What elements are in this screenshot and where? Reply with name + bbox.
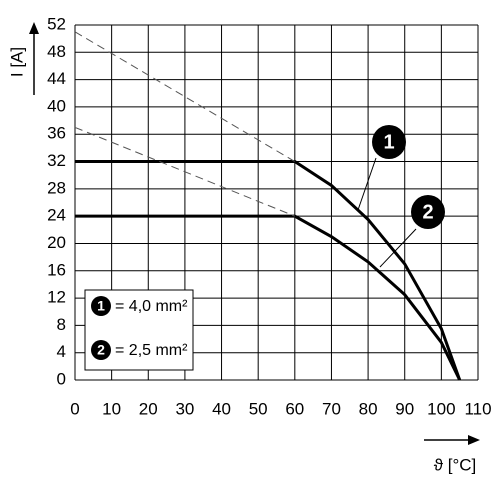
x-tick-label: 70 xyxy=(322,399,341,418)
legend: 1 = 4,0 mm² 2 = 2,5 mm² xyxy=(91,296,188,360)
legend-marker-label: 2 xyxy=(97,342,105,358)
y-arrowhead xyxy=(29,22,39,34)
y-tick-label: 52 xyxy=(47,14,66,33)
callout-circle xyxy=(411,195,445,229)
x-tick-label: 0 xyxy=(70,399,79,418)
y-tick-label: 0 xyxy=(57,369,66,388)
y-tick-label: 24 xyxy=(47,206,66,225)
y-tick-label: 28 xyxy=(47,178,66,197)
y-tick-label: 44 xyxy=(47,69,66,88)
callout-label: 1 xyxy=(383,131,394,153)
callout-leader xyxy=(357,157,377,211)
x-tick-label: 110 xyxy=(464,399,491,418)
x-tick-label: 80 xyxy=(359,399,378,418)
y-tick-label: 36 xyxy=(47,124,66,143)
x-tick-label: 50 xyxy=(249,399,268,418)
derating-curve xyxy=(75,160,462,381)
x-tick-label: 10 xyxy=(102,399,121,418)
x-axis-label: ϑ [°C] xyxy=(434,455,477,474)
legend-marker xyxy=(91,296,111,316)
y-tick-label: 20 xyxy=(47,233,66,252)
legend-label: = 4,0 mm² xyxy=(115,298,188,315)
x-arrowhead xyxy=(468,435,480,445)
callout-label: 2 xyxy=(422,201,433,223)
x-tick-label: 30 xyxy=(175,399,194,418)
x-tick-label: 20 xyxy=(139,399,158,418)
y-axis-label: I [A] xyxy=(7,47,26,77)
y-tick-label: 32 xyxy=(47,151,66,170)
y-tick-label: 4 xyxy=(57,342,66,361)
guide-line xyxy=(74,31,296,162)
y-tick-label: 16 xyxy=(47,260,66,279)
callouts: 12 xyxy=(372,125,445,229)
guide-line xyxy=(74,126,296,217)
x-tick-label: 100 xyxy=(427,399,455,418)
legend-marker xyxy=(91,340,111,360)
callout-circle xyxy=(372,125,406,159)
x-tick-label: 90 xyxy=(395,399,414,418)
x-tick-label: 60 xyxy=(285,399,304,418)
y-tick-label: 12 xyxy=(47,288,66,307)
legend-label: = 2,5 mm² xyxy=(115,342,188,359)
legend-marker-label: 1 xyxy=(97,298,105,314)
y-tick-label: 48 xyxy=(47,42,66,61)
y-tick-label: 8 xyxy=(57,315,66,334)
y-tick-label: 40 xyxy=(47,96,66,115)
x-tick-label: 40 xyxy=(212,399,231,418)
callout-leader xyxy=(379,228,417,268)
